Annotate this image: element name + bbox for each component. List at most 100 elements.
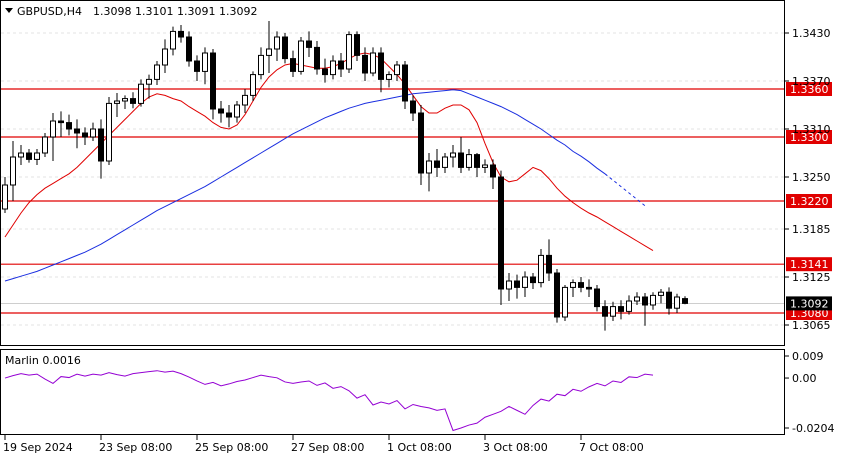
- main-chart-panel[interactable]: [0, 0, 785, 346]
- candle-body: [322, 68, 328, 76]
- moving-averages: [4, 52, 654, 282]
- candle-body: [42, 136, 48, 154]
- candle-body: [642, 296, 648, 306]
- candle-body: [74, 128, 80, 134]
- candle-body: [362, 54, 368, 74]
- candle-body: [386, 74, 392, 80]
- candle-body: [610, 306, 616, 317]
- time-label: 7 Oct 08:00: [579, 441, 644, 454]
- candle-body: [218, 108, 224, 114]
- price-tick-label: 1.3125: [792, 271, 831, 284]
- candle-body: [242, 94, 248, 106]
- symbol-dropdown-icon[interactable]: [5, 8, 13, 13]
- candle-body: [546, 254, 552, 274]
- candle-body: [586, 286, 592, 290]
- time-label: 3 Oct 08:00: [483, 441, 548, 454]
- candle-body: [426, 160, 432, 174]
- candle-body: [394, 64, 400, 76]
- candle-body: [18, 152, 24, 158]
- candle-body: [186, 36, 192, 62]
- candle-body: [226, 112, 232, 118]
- candle-body: [338, 60, 344, 70]
- marlin-line: [4, 370, 654, 432]
- candle-body: [514, 280, 520, 288]
- candle-body: [170, 30, 176, 50]
- candle-body: [634, 296, 640, 302]
- candle-body: [138, 83, 144, 104]
- candle-body: [106, 102, 112, 162]
- level-price-label: 1.3141: [790, 258, 829, 271]
- indicator-panel[interactable]: [0, 349, 785, 435]
- candle-body: [178, 30, 184, 38]
- candle-body: [330, 60, 336, 76]
- candle-body: [122, 98, 128, 102]
- candle-body: [602, 306, 608, 317]
- indicator-axis-label: 0.00: [792, 372, 817, 385]
- marlin-indicator: 0.009 0.00 -0.0204: [4, 350, 834, 435]
- candle-body: [682, 298, 688, 304]
- candle-body: [26, 152, 32, 160]
- indicator-label: Marlin 0.0016: [5, 354, 81, 367]
- candle-body: [522, 276, 528, 288]
- candle-body: [626, 300, 632, 312]
- price-axis[interactable]: 1.3430 1.3370 1.3310 1.3250 1.3185 1.3125 1.30…: [784, 27, 831, 332]
- candle-body: [266, 48, 272, 56]
- candle-body: [578, 282, 584, 288]
- candle-body: [482, 164, 488, 168]
- candle-body: [298, 40, 304, 72]
- candle-body: [258, 54, 264, 76]
- candle-body: [466, 154, 472, 168]
- candle-body: [154, 64, 160, 80]
- candle-body: [674, 296, 680, 309]
- candle-body: [458, 152, 464, 168]
- candle-body: [306, 40, 312, 48]
- price-tick-label: 1.3065: [792, 319, 831, 332]
- time-label: 25 Sep 08:00: [195, 441, 268, 454]
- candle-body: [562, 286, 568, 318]
- ma-fast-line: [4, 52, 654, 252]
- candle-body: [50, 120, 56, 138]
- time-label: 19 Sep 2024: [3, 441, 73, 454]
- candle-body: [346, 34, 352, 70]
- candle-body: [210, 52, 216, 110]
- candle-body: [378, 52, 384, 80]
- indicator-axis-label: -0.0204: [792, 422, 834, 435]
- level-price-label-bg: [786, 130, 832, 144]
- candle-body: [434, 160, 440, 168]
- candle-body: [402, 64, 408, 102]
- candle-body: [234, 104, 240, 118]
- price-tick-label: 1.3250: [792, 171, 831, 184]
- price-tick-label: 1.3185: [792, 223, 831, 236]
- candle-body: [146, 78, 152, 85]
- time-label: 1 Oct 08:00: [387, 441, 452, 454]
- candle-body: [114, 100, 120, 104]
- symbol-timeframe: GBPUSD,H4: [17, 5, 82, 18]
- candle-body: [658, 291, 664, 296]
- candle-body: [474, 154, 480, 168]
- time-axis[interactable]: 19 Sep 2024 23 Sep 08:00 25 Sep 08:00 27 Se…: [3, 435, 644, 454]
- ma-slow-line: [4, 89, 606, 282]
- candle-body: [418, 112, 424, 174]
- candle-body: [10, 156, 16, 186]
- candle-body: [554, 272, 560, 318]
- candle-body: [354, 34, 360, 56]
- candle-body: [314, 46, 320, 70]
- candle-body: [194, 60, 200, 72]
- current-price-label-bg: [786, 296, 832, 311]
- candle-body: [506, 280, 512, 290]
- price-tick-label: 1.3310: [792, 123, 831, 136]
- candle-body: [570, 282, 576, 288]
- time-label: 27 Sep 08:00: [291, 441, 364, 454]
- level-price-label-bg: [786, 194, 832, 208]
- candle-body: [274, 36, 280, 50]
- price-tick-label: 1.3370: [792, 75, 831, 88]
- current-price-label: 1.3092: [790, 297, 829, 310]
- candle-body: [666, 291, 672, 309]
- candle-body: [250, 74, 256, 96]
- candle-body: [82, 132, 88, 138]
- candle-body: [442, 156, 448, 168]
- candle-body: [290, 58, 296, 72]
- ohlc-values: 1.3098 1.3101 1.3091 1.3092: [93, 5, 257, 18]
